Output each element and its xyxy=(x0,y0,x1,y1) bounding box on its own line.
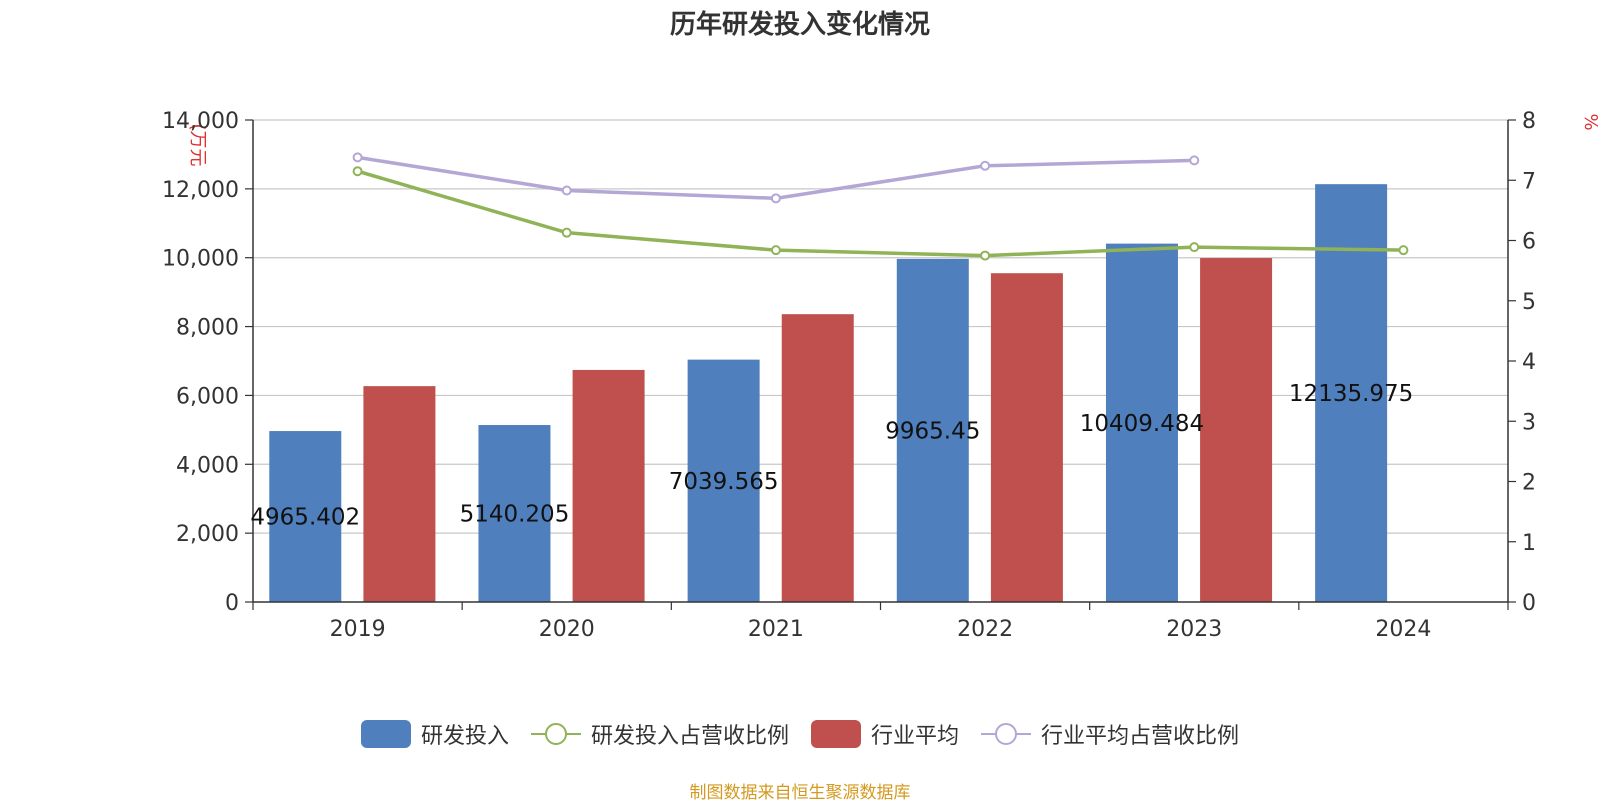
legend-label-industry-ratio: 行业平均占营收比例 xyxy=(1041,724,1240,749)
legend-item-industry-average[interactable]: 行业平均 xyxy=(811,718,959,750)
bar-industry-average xyxy=(363,386,436,602)
legend-swatch-rd-ratio xyxy=(530,723,581,745)
point-rd-ratio xyxy=(561,227,572,238)
y-left-tick-label: 2,000 xyxy=(176,522,239,547)
bars xyxy=(269,184,1388,602)
point-industry-ratio xyxy=(770,193,781,204)
y-right-tick-label: 2 xyxy=(1522,471,1536,496)
data-source-note: 制图数据来自恒生聚源数据库 xyxy=(689,783,911,803)
y-left-tick-label: 6,000 xyxy=(176,384,239,409)
point-rd-ratio xyxy=(770,245,781,256)
bar-industry-average xyxy=(572,369,645,602)
point-rd-ratio xyxy=(980,250,991,261)
lines xyxy=(352,152,1409,261)
legend-label-rd-ratio: 研发投入占营收比例 xyxy=(590,724,789,749)
legend-item-rd-ratio[interactable]: 研发投入占营收比例 xyxy=(530,718,789,750)
y-left-tick-label: 10,000 xyxy=(162,247,239,272)
bar-rd-investment xyxy=(896,258,969,602)
bar-rd-investment xyxy=(269,431,342,602)
x-tick-label: 2019 xyxy=(330,617,386,642)
bar-rd-investment xyxy=(687,359,760,602)
data-label-rd-investment: 10409.484 xyxy=(1080,411,1204,437)
y-right-tick-label: 4 xyxy=(1522,350,1536,375)
legend-swatch-industry-ratio xyxy=(981,723,1032,745)
y-right-tick-label: 6 xyxy=(1522,230,1536,255)
data-labels: 4965.402 5140.205 7039.565 9965.45 10409.484… xyxy=(250,381,1413,530)
point-industry-ratio xyxy=(561,185,572,196)
data-label-rd-investment: 12135.975 xyxy=(1289,381,1413,407)
line-rd-ratio xyxy=(357,169,1404,258)
bar-rd-investment xyxy=(1315,184,1388,602)
point-industry-ratio xyxy=(1189,155,1200,166)
legend-item-industry-ratio[interactable]: 行业平均占营收比例 xyxy=(981,718,1239,750)
legend: 研发投入 研发投入占营收比例 行业平均 行业平均占营收比例 xyxy=(0,718,1600,750)
y-right-tick-label: 1 xyxy=(1522,531,1536,556)
point-industry-ratio xyxy=(980,160,991,171)
y-right-tick-label: 5 xyxy=(1522,290,1536,315)
legend-swatch-industry-average xyxy=(811,720,861,748)
x-tick-label: 2021 xyxy=(748,617,804,642)
y-left-tick-label: 4,000 xyxy=(176,453,239,478)
y-axis-right-label: % xyxy=(1580,113,1600,130)
y-right-tick-label: 8 xyxy=(1522,109,1536,134)
y-left-tick-label: 0 xyxy=(225,591,239,616)
y-right-tick-label: 0 xyxy=(1522,591,1536,616)
axes: (万元 % 0 2,000 4,000 6,000 8,000 10,000 12,000 1… xyxy=(162,109,1600,642)
y-axis-left-label: (万元 xyxy=(187,123,208,166)
x-tick-label: 2020 xyxy=(539,617,595,642)
chart-title: 历年研发投入变化情况 xyxy=(669,10,930,40)
x-tick-label: 2022 xyxy=(957,617,1013,642)
data-label-rd-investment: 5140.205 xyxy=(460,502,570,528)
x-tick-label: 2023 xyxy=(1166,617,1222,642)
legend-swatch-rd-investment xyxy=(360,720,411,748)
legend-label-rd-investment: 研发投入 xyxy=(420,724,509,749)
legend-label-industry-average: 行业平均 xyxy=(871,724,960,749)
bar-rd-investment xyxy=(478,425,551,602)
bar-rd-investment xyxy=(1105,243,1178,602)
line-industry-ratio xyxy=(357,155,1195,201)
point-industry-ratio xyxy=(352,152,363,163)
x-tick-label: 2024 xyxy=(1375,617,1431,642)
data-label-rd-investment: 9965.45 xyxy=(885,418,980,444)
point-rd-ratio xyxy=(1189,242,1200,253)
data-label-rd-investment: 7039.565 xyxy=(669,469,779,495)
point-rd-ratio xyxy=(352,166,363,177)
point-rd-ratio xyxy=(1398,245,1409,256)
bar-industry-average xyxy=(990,273,1063,602)
bar-industry-average xyxy=(781,314,854,602)
y-left-tick-label: 8,000 xyxy=(176,316,239,341)
chart-plot: (万元 % 0 2,000 4,000 6,000 8,000 10,000 12,000 1… xyxy=(162,109,1600,642)
y-left-tick-label: 12,000 xyxy=(162,178,239,203)
grid-lines xyxy=(253,119,1508,534)
y-right-tick-label: 7 xyxy=(1522,169,1536,194)
y-right-tick-label: 3 xyxy=(1522,410,1536,435)
y-left-tick-label: 14,000 xyxy=(162,109,239,134)
bar-industry-average xyxy=(1200,258,1273,602)
data-label-rd-investment: 4965.402 xyxy=(250,505,360,531)
legend-item-rd-investment[interactable]: 研发投入 xyxy=(360,718,509,750)
